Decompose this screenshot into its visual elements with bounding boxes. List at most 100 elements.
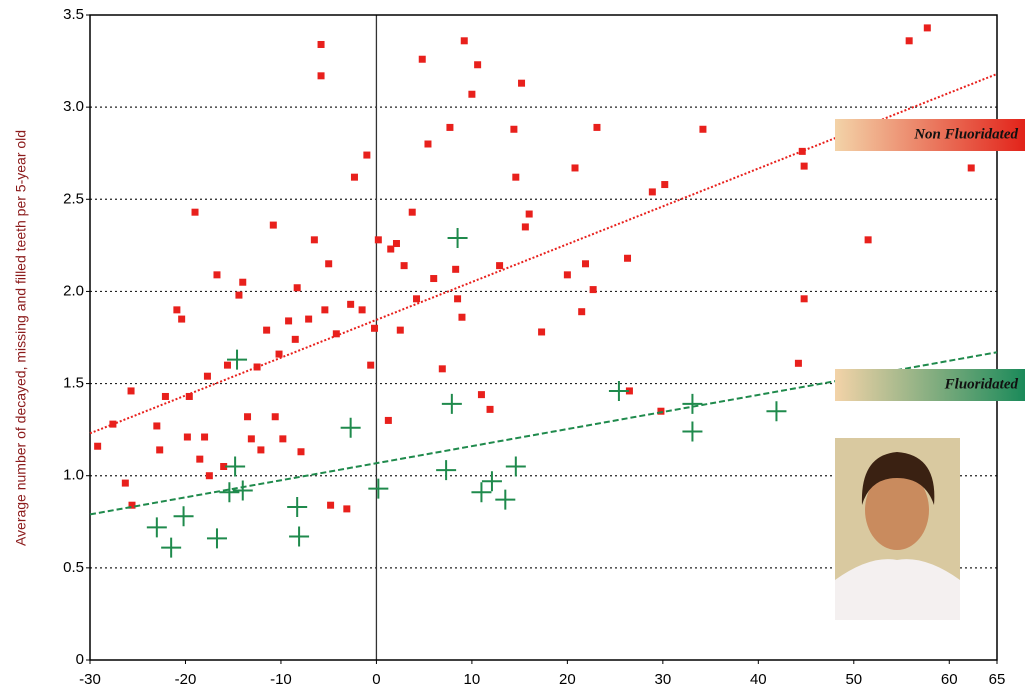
point — [310, 236, 318, 244]
point — [521, 223, 529, 231]
legend-label: Fluoridated — [944, 376, 1019, 392]
legend-box — [835, 119, 1025, 151]
point — [289, 526, 310, 547]
y-tick-label: 2.0 — [63, 282, 84, 299]
point — [213, 271, 221, 279]
point — [127, 387, 135, 395]
x-tick-label: 30 — [654, 671, 671, 688]
point — [203, 372, 211, 380]
point — [317, 72, 325, 80]
point — [624, 254, 632, 262]
point — [161, 392, 169, 400]
point — [225, 456, 246, 477]
point — [413, 295, 421, 303]
point — [648, 188, 656, 196]
point — [247, 435, 255, 443]
photo-hair — [861, 452, 935, 505]
point — [297, 448, 305, 456]
y-tick-label: 3.5 — [63, 6, 84, 23]
x-tick-label: 65 — [989, 671, 1006, 688]
point — [468, 90, 476, 98]
point — [563, 271, 571, 279]
point — [392, 240, 400, 248]
point — [279, 435, 287, 443]
point — [512, 173, 520, 181]
point — [271, 413, 279, 421]
point — [178, 315, 186, 323]
point — [699, 125, 707, 133]
point — [263, 326, 271, 334]
legend-label: Non Fluoridated — [913, 126, 1018, 142]
point — [452, 265, 460, 273]
x-tick-label: 20 — [559, 671, 576, 688]
y-tick-label: 1.0 — [63, 467, 84, 484]
point — [223, 361, 231, 369]
point — [505, 456, 526, 477]
point — [438, 365, 446, 373]
point — [481, 471, 502, 492]
point — [496, 262, 504, 270]
point — [206, 528, 227, 549]
point — [293, 284, 301, 292]
x-tick-label: 40 — [750, 671, 767, 688]
point — [358, 306, 366, 314]
point — [510, 125, 518, 133]
point — [471, 482, 492, 503]
point — [794, 359, 802, 367]
point — [458, 313, 466, 321]
point — [608, 380, 629, 401]
point — [239, 278, 247, 286]
point — [235, 291, 243, 299]
point — [384, 416, 392, 424]
point — [371, 324, 379, 332]
y-tick-label: 2.5 — [63, 190, 84, 207]
point — [327, 501, 335, 509]
point — [374, 236, 382, 244]
point — [396, 326, 404, 334]
point — [196, 455, 204, 463]
point — [269, 221, 277, 229]
photo — [835, 438, 960, 620]
point — [161, 537, 182, 558]
x-tick-label: -30 — [79, 671, 101, 688]
point — [153, 422, 161, 430]
point — [173, 506, 194, 527]
point — [525, 210, 533, 218]
point — [350, 173, 358, 181]
point — [460, 37, 468, 45]
point — [474, 61, 482, 69]
point — [800, 162, 808, 170]
photo-shirt — [835, 559, 960, 620]
point — [285, 317, 293, 325]
point — [625, 387, 633, 395]
point — [121, 479, 129, 487]
point — [275, 350, 283, 358]
point — [317, 40, 325, 48]
point — [967, 164, 975, 172]
y-tick-label: 0 — [76, 651, 84, 668]
point — [257, 446, 265, 454]
point — [368, 478, 389, 499]
point — [291, 335, 299, 343]
x-tick-label: 0 — [372, 671, 380, 688]
point — [436, 460, 457, 481]
point — [156, 446, 164, 454]
point — [477, 391, 485, 399]
point — [191, 208, 199, 216]
legend-box — [835, 369, 1025, 401]
photo-face — [865, 470, 929, 550]
point — [418, 55, 426, 63]
point — [661, 181, 669, 189]
y-tick-label: 3.0 — [63, 98, 84, 115]
point — [219, 482, 240, 503]
x-tick-label: -10 — [270, 671, 292, 688]
point — [173, 306, 181, 314]
point — [441, 393, 462, 414]
point — [287, 497, 308, 518]
point — [766, 401, 787, 422]
point — [227, 349, 248, 370]
point — [798, 147, 806, 155]
point — [800, 295, 808, 303]
x-tick-label: -20 — [175, 671, 197, 688]
